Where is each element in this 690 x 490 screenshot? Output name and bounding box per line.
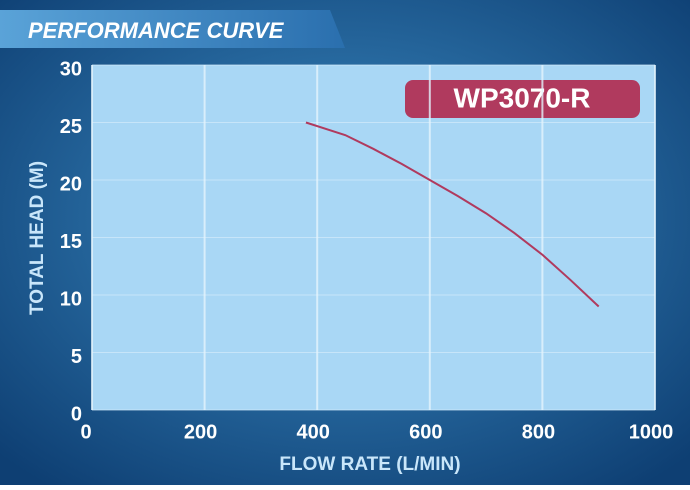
y-tick-label: 30 — [60, 58, 82, 80]
y-tick-label: 25 — [60, 116, 82, 138]
x-tick-label: 1000 — [629, 421, 674, 443]
legend-box — [405, 80, 640, 118]
y-tick-label: 0 — [71, 403, 82, 425]
curve — [305, 121, 600, 308]
chart-title: PERFORMANCE CURVE — [28, 18, 285, 43]
legend-label: WP3070-R — [454, 82, 591, 113]
y-axis-label: TOTAL HEAD (M) — [27, 161, 48, 315]
y-tick-label: 15 — [60, 231, 82, 253]
y-tick-label: 20 — [60, 173, 82, 195]
x-tick-label: 0 — [80, 421, 91, 443]
x-axis-label: FLOW RATE (L/MIN) — [279, 454, 460, 475]
title-bar — [0, 10, 345, 48]
y-tick-label: 10 — [60, 288, 82, 310]
x-tick-label: 600 — [409, 421, 442, 443]
x-tick-label: 800 — [522, 421, 555, 443]
x-tick-label: 400 — [297, 421, 330, 443]
y-tick-label: 5 — [71, 346, 82, 368]
x-tick-label: 200 — [184, 421, 217, 443]
